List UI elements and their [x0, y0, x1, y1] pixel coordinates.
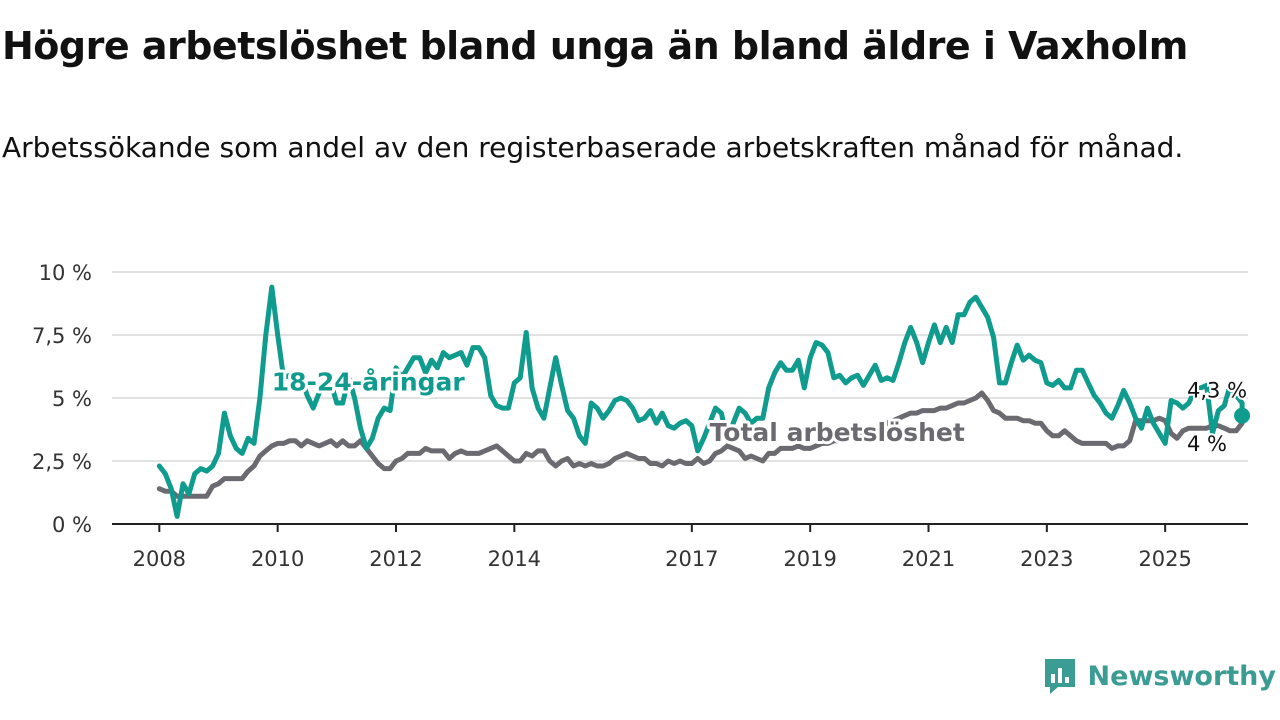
x-tick-label: 2021: [902, 547, 955, 571]
x-tick-label: 2014: [488, 547, 541, 571]
newsworthy-logo-icon: [1044, 659, 1075, 694]
end-value-label-youth: 4,3 %: [1187, 379, 1247, 403]
series-line-total: [156, 390, 1245, 499]
y-tick-label: 10 %: [39, 261, 92, 285]
x-tick-label: 2023: [1020, 547, 1073, 571]
chart-subtitle: Arbetssökande som andel av den registerb…: [2, 131, 1184, 164]
x-tick-label: 2012: [369, 547, 422, 571]
y-tick-label: 0 %: [52, 513, 92, 537]
series-line-youth: [156, 284, 1245, 519]
y-tick-label: 7,5 %: [32, 324, 92, 348]
newsworthy-logo-text: Newsworthy: [1087, 660, 1276, 692]
x-axis-ticks: 2008 2010 2012 2014 2017 2019 2021 2023 2025: [133, 524, 1192, 571]
line-chart: 0 % 2,5 % 5 % 7,5 % 10 % 2008 2010 2012 2014 201…: [32, 261, 1251, 571]
x-tick-label: 2010: [251, 547, 304, 571]
y-tick-label: 5 %: [52, 387, 92, 411]
newsworthy-logo: Newsworthy: [1042, 656, 1276, 696]
series-label-youth: 18-24-åringar: [272, 367, 466, 396]
chart-title: Högre arbetslöshet bland unga än bland ä…: [2, 24, 1188, 68]
x-tick-label: 2017: [665, 547, 718, 571]
x-tick-label: 2008: [133, 547, 186, 571]
series-end-marker-youth: [1234, 407, 1251, 424]
y-axis-tick-labels: 0 % 2,5 % 5 % 7,5 % 10 %: [32, 261, 92, 537]
series-labels: 18-24-åringar Total arbetslöshet 4,3 % 4 %: [269, 364, 1249, 458]
y-tick-label: 2,5 %: [32, 450, 92, 474]
x-tick-label: 2025: [1138, 547, 1191, 571]
end-value-label-total: 4 %: [1187, 432, 1227, 456]
series-label-total: Total arbetslöshet: [710, 418, 965, 447]
series-layer: [156, 284, 1251, 519]
x-tick-label: 2019: [783, 547, 836, 571]
